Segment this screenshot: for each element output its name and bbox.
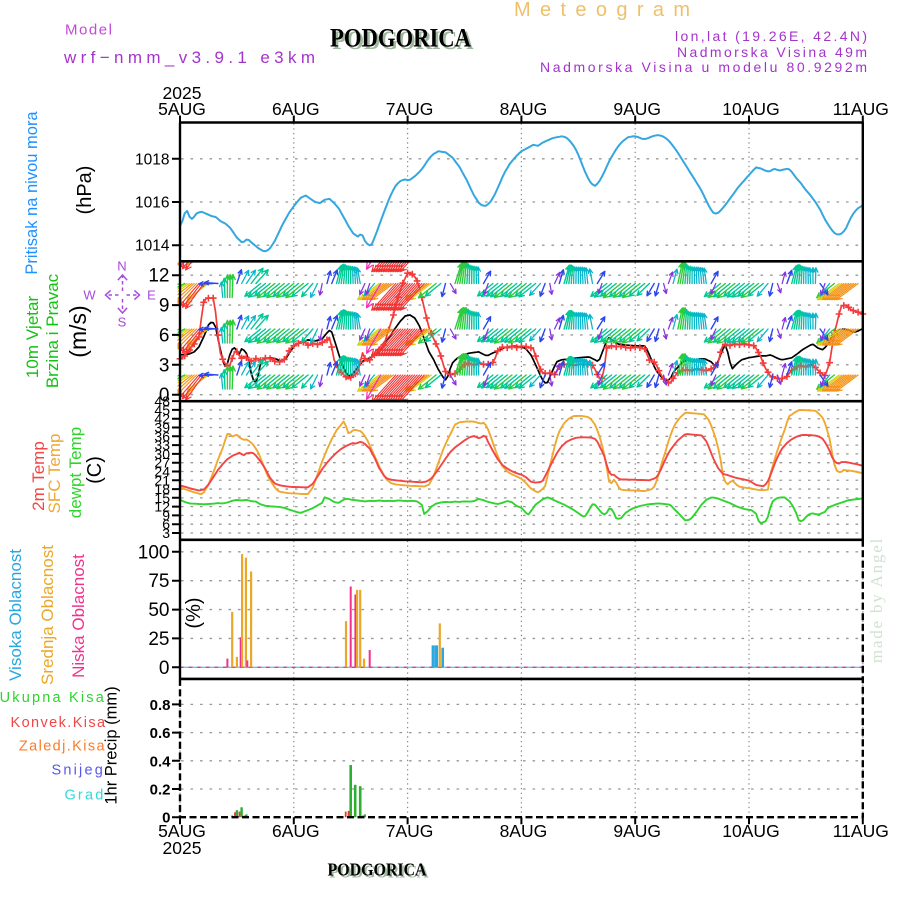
svg-text:PODGORICA: PODGORICA [333,26,474,55]
svg-text:15: 15 [154,490,170,506]
svg-text:Pritisak na nivou mora: Pritisak na nivou mora [23,111,41,275]
svg-text:5AUG: 5AUG [158,99,206,119]
svg-text:1018: 1018 [135,151,169,168]
svg-text:0.6: 0.6 [150,725,171,742]
svg-text:10AUG: 10AUG [722,99,779,119]
svg-text:8AUG: 8AUG [500,821,548,841]
svg-text:12: 12 [154,499,170,515]
svg-text:1016: 1016 [135,195,169,212]
svg-text:N: N [117,259,126,274]
svg-text:dewpt Temp: dewpt Temp [66,427,85,518]
svg-text:6: 6 [159,325,170,346]
svg-text:50: 50 [148,600,169,621]
svg-text:Meteogram: Meteogram [514,0,690,21]
svg-text:SFC Temp: SFC Temp [45,434,64,514]
svg-text:6AUG: 6AUG [272,821,320,841]
svg-text:Visoka Oblacnost: Visoka Oblacnost [6,549,25,681]
svg-text:11AUG: 11AUG [833,821,889,841]
svg-text:0.4: 0.4 [150,753,172,770]
svg-text:PODGORICA: PODGORICA [330,862,429,882]
svg-text:33: 33 [154,437,170,453]
svg-text:Konvek.Kisa: Konvek.Kisa [11,715,107,731]
svg-text:11AUG: 11AUG [833,99,889,119]
svg-text:45: 45 [154,402,170,418]
svg-text:7AUG: 7AUG [386,99,434,119]
svg-text:Zaledj.Kisa: Zaledj.Kisa [19,739,106,755]
svg-text:9: 9 [159,296,170,317]
svg-text:made by Angel: made by Angel [867,537,886,663]
svg-text:9AUG: 9AUG [613,821,661,841]
svg-text:(m/s): (m/s) [65,305,91,357]
svg-text:21: 21 [154,472,170,488]
svg-text:Nadmorska Visina u modelu 80.9: Nadmorska Visina u modelu 80.9292m [540,59,867,75]
svg-text:Grad: Grad [64,788,105,804]
svg-text:10m Vjetar: 10m Vjetar [23,296,42,379]
svg-text:3: 3 [159,355,170,376]
svg-text:24: 24 [154,464,170,480]
svg-text:10AUG: 10AUG [722,821,779,841]
svg-text:3: 3 [162,525,170,541]
svg-text:(hPa): (hPa) [74,166,96,215]
svg-text:48: 48 [154,393,170,409]
svg-text:Srednja Oblacnost: Srednja Oblacnost [38,545,57,685]
svg-text:0.2: 0.2 [150,782,171,799]
svg-text:2025: 2025 [163,838,202,858]
svg-text:5AUG: 5AUG [158,821,206,841]
svg-text:Niska Oblacnost: Niska Oblacnost [69,554,88,678]
svg-text:0: 0 [159,658,170,679]
svg-text:9: 9 [162,507,170,523]
svg-text:lon,lat (19.26E, 42.4N): lon,lat (19.26E, 42.4N) [675,28,867,44]
svg-text:Snijeg: Snijeg [51,763,105,779]
svg-text:75: 75 [148,571,169,592]
svg-text:PODGORICA: PODGORICA [328,860,427,880]
svg-text:PODGORICA: PODGORICA [330,24,471,53]
svg-text:30: 30 [154,446,170,462]
svg-text:9AUG: 9AUG [613,99,661,119]
svg-text:100: 100 [138,542,170,563]
svg-text:18: 18 [154,481,170,497]
svg-text:6AUG: 6AUG [272,99,320,119]
svg-text:Nadmorska Visina 49m: Nadmorska Visina 49m [677,44,867,60]
svg-text:25: 25 [148,629,169,650]
svg-text:Model: Model [65,22,112,39]
svg-text:0: 0 [162,810,170,827]
svg-text:7AUG: 7AUG [386,821,434,841]
svg-text:S: S [118,315,127,330]
svg-text:8AUG: 8AUG [500,99,548,119]
svg-text:6: 6 [162,516,170,532]
svg-text:42: 42 [154,411,170,427]
svg-text:Ukupna Kisa: Ukupna Kisa [0,690,106,706]
svg-text:27: 27 [154,455,170,471]
svg-text:1hr Precip (mm): 1hr Precip (mm) [103,686,121,804]
svg-text:(%): (%) [183,597,205,628]
svg-text:2m Temp: 2m Temp [29,441,48,511]
svg-text:Brzina i Pravac: Brzina i Pravac [43,273,62,388]
svg-text:0: 0 [159,385,170,406]
svg-text:(C): (C) [84,456,106,484]
svg-text:36: 36 [154,428,170,444]
svg-text:0.8: 0.8 [150,697,171,714]
svg-text:39: 39 [154,420,170,436]
svg-text:2025: 2025 [163,83,202,103]
svg-text:12: 12 [148,266,169,287]
svg-text:E: E [147,288,156,303]
svg-text:W: W [83,288,96,303]
svg-text:1014: 1014 [135,238,170,255]
